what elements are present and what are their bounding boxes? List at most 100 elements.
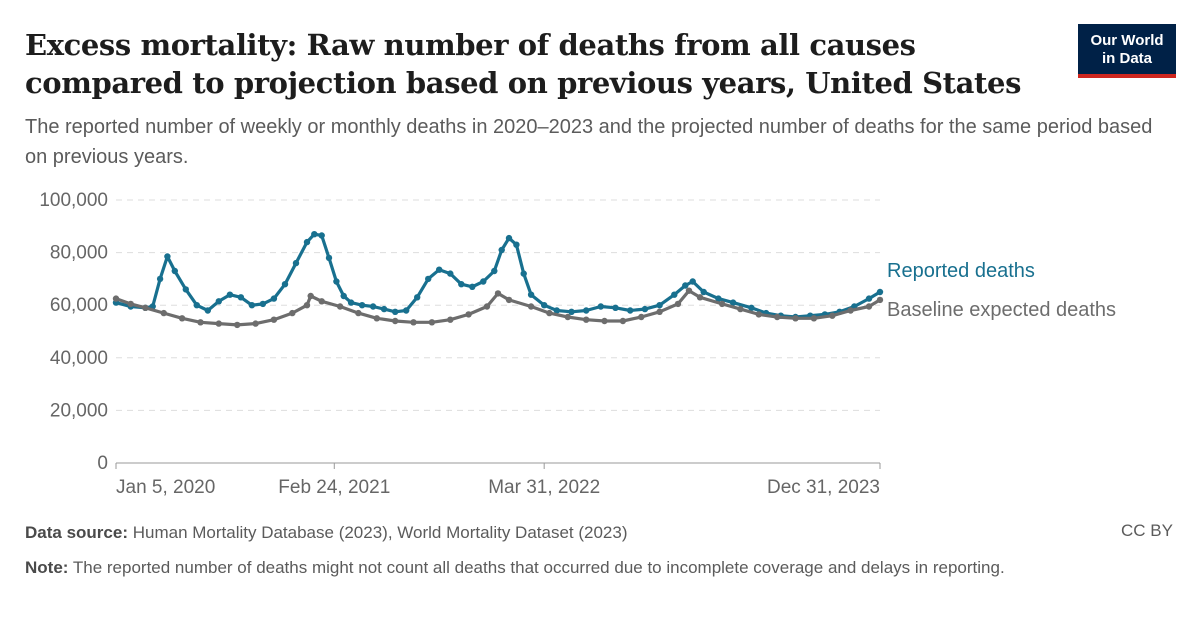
series-1-point (810, 315, 818, 322)
logo-line-1: Our World (1090, 32, 1164, 49)
series-1-point (178, 315, 186, 322)
series-1-point (303, 302, 311, 309)
series-0-point (748, 304, 755, 311)
license-label[interactable]: CC BY (1121, 521, 1173, 540)
y-tick-label: 100,000 (39, 190, 108, 211)
line-chart: 0 20,000 40,000 60,000 80,000 100,000 Jan 5, 2… (39, 190, 1116, 498)
series-0-point (671, 291, 678, 298)
series-1-point (527, 303, 535, 310)
data-source-text[interactable]: Human Mortality Database (2023), World M… (132, 523, 628, 542)
series-0-point (553, 307, 560, 314)
series-0-point (318, 232, 325, 239)
series-1-point (638, 313, 645, 321)
series-0-point (527, 291, 535, 298)
series-0-point (414, 294, 421, 301)
series-1-point (755, 311, 762, 318)
series-0-point (164, 253, 171, 260)
series-0-point (682, 282, 689, 289)
series-0-point (182, 286, 189, 293)
series-1-point (410, 319, 417, 326)
logo-line-2: in Data (1101, 50, 1152, 67)
note-text: The reported number of deaths might not … (72, 558, 1005, 577)
series-1-point (774, 313, 781, 321)
x-tick-label: Mar 31, 2022 (488, 477, 600, 498)
series-label-0: Reported deaths (887, 260, 1035, 282)
series-0-point (292, 259, 300, 267)
series-1-point (564, 313, 571, 321)
series-1-point (428, 319, 436, 326)
series-0-point (215, 298, 222, 305)
series-1-point (215, 320, 222, 327)
series-1-point (289, 309, 296, 317)
series-0-point (333, 278, 340, 285)
series-1-point (355, 309, 362, 317)
series-0-point (270, 295, 278, 302)
series-1-point (696, 294, 704, 301)
series-1-point (234, 321, 241, 329)
series-1-point (865, 303, 873, 310)
owid-logo[interactable]: Our World in Data (1078, 24, 1176, 78)
series-0-point (513, 241, 520, 248)
series-0-point (627, 307, 634, 314)
series-0-point (281, 281, 289, 288)
series-0-point (193, 302, 200, 309)
series-0-point (303, 238, 311, 246)
data-source: Data source: Human Mortality Database (2… (25, 521, 1025, 544)
series-1-point (318, 298, 325, 305)
series-0-point (369, 303, 377, 310)
series-1-point (160, 309, 167, 317)
series-1-point (112, 295, 120, 302)
series-1-point (546, 309, 553, 317)
series-1-point (127, 300, 134, 308)
series-1-point (447, 316, 454, 323)
series-1-point (197, 319, 204, 326)
series-0-point (325, 254, 333, 262)
series-1-point (829, 312, 836, 319)
series-1-point (583, 316, 590, 323)
series-0-point (729, 299, 737, 306)
series-1-point (142, 304, 149, 311)
series-0-point (876, 288, 884, 296)
series-1-point (601, 317, 608, 325)
series-line-0 (114, 232, 882, 319)
series-0-point (156, 275, 164, 283)
series-1-point (718, 300, 726, 308)
series-0-point (689, 278, 696, 285)
series-0-point (204, 307, 211, 314)
series-0-point (505, 234, 513, 242)
series-0-point (259, 300, 267, 308)
series-1-point (792, 315, 799, 322)
series-label-1: Baseline expected deaths (887, 299, 1116, 321)
y-tick-label: 60,000 (50, 295, 108, 316)
data-source-label: Data source: (25, 523, 128, 542)
series-0-point (392, 308, 399, 315)
y-tick-label: 0 (97, 453, 108, 474)
series-1-point (252, 320, 259, 327)
series-1-point (876, 296, 884, 304)
series-1-point (373, 315, 380, 322)
series-0-point (715, 295, 722, 302)
series-0-point (700, 288, 707, 296)
series-0-point (347, 299, 355, 306)
series-0-point (541, 302, 548, 309)
series-1-point (505, 296, 513, 304)
series-0-point (612, 304, 619, 311)
series-1-point (392, 317, 399, 325)
series-0-point (358, 302, 366, 309)
series-0-point (491, 267, 498, 275)
y-tick-label: 20,000 (50, 400, 108, 421)
note-label: Note: (25, 558, 69, 577)
series-0-point (403, 307, 410, 314)
series-0-point (425, 275, 432, 283)
series-0-point (641, 305, 649, 313)
x-tick-label: Jan 5, 2020 (116, 477, 215, 498)
series-0-point (469, 283, 476, 290)
series-1-point (270, 316, 278, 323)
series-0-point (340, 292, 347, 300)
series-1-point (483, 303, 491, 310)
series-0-point (311, 231, 318, 238)
series-0-point (226, 291, 234, 298)
x-tick-label: Dec 31, 2023 (767, 477, 880, 498)
series-0-point (237, 294, 245, 301)
x-tick-label: Feb 24, 2021 (278, 477, 390, 498)
